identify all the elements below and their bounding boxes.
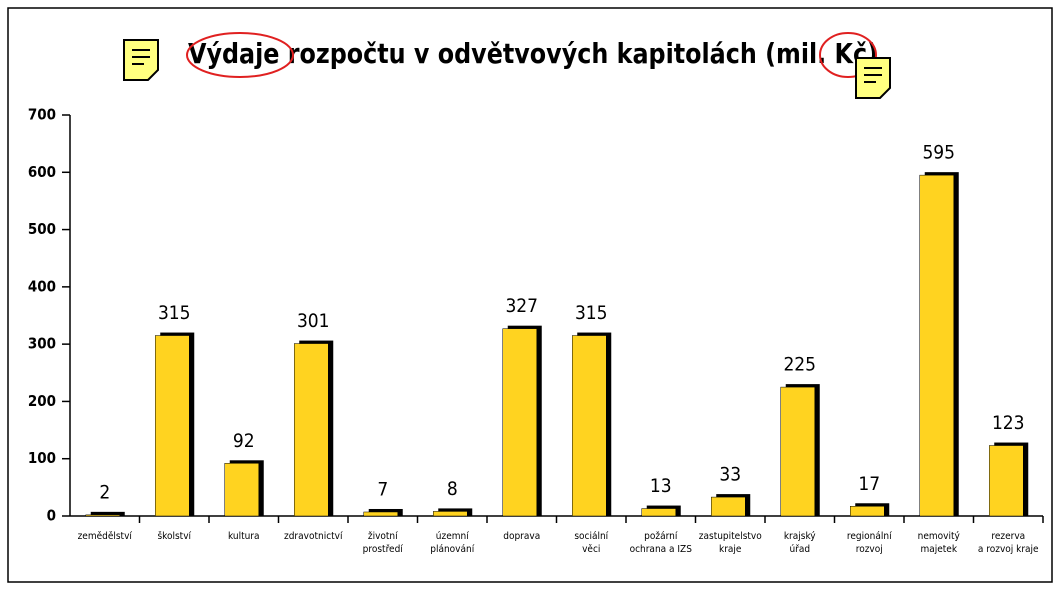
y-tick-label: 200	[28, 392, 56, 410]
x-tick-label: územní plánování	[430, 530, 474, 555]
value-label: 327	[505, 295, 538, 317]
y-tick-label: 600	[28, 163, 56, 181]
bar	[294, 343, 329, 517]
bar	[711, 496, 746, 517]
value-label: 17	[858, 473, 880, 495]
bar	[224, 463, 259, 517]
frame	[7, 7, 1053, 583]
value-label: 301	[297, 310, 330, 332]
bar	[989, 445, 1024, 517]
value-label: 13	[650, 475, 672, 497]
x-tick-label: životní prostředí	[363, 530, 404, 555]
x-tick-label: zastupitelstvo kraje	[699, 531, 762, 555]
highlight	[819, 32, 877, 78]
x-tick-label: rezerva a rozvoj kraje	[978, 531, 1039, 555]
bar-shadow	[90, 511, 125, 516]
value-label: 123	[992, 412, 1025, 434]
x-tick-label: kultura	[228, 531, 260, 542]
x-tick-label: zemědělství	[78, 530, 133, 542]
x-tick-label: regionální rozvoj	[847, 530, 892, 555]
x-tick-label: doprava	[503, 531, 540, 542]
bar	[433, 511, 468, 517]
bar	[850, 506, 885, 517]
y-tick-label: 400	[28, 277, 56, 295]
y-tick-label: 500	[28, 220, 56, 238]
note-icon	[855, 57, 891, 99]
y-tick-label: 300	[28, 335, 56, 353]
value-label: 8	[447, 478, 458, 500]
x-tick-label: školství	[157, 530, 191, 542]
value-label: 595	[922, 142, 955, 164]
highlight	[186, 32, 294, 78]
value-label: 2	[99, 481, 110, 503]
y-tick-label: 0	[47, 507, 56, 525]
x-tick-label: zdravotnictví	[284, 530, 343, 542]
bar	[502, 328, 537, 517]
value-label: 92	[233, 430, 255, 452]
x-tick-label: nemovitý majetek	[918, 530, 961, 555]
value-label: 225	[783, 354, 816, 376]
y-tick-label: 100	[28, 449, 56, 467]
value-label: 33	[719, 464, 741, 486]
bar	[572, 335, 607, 517]
x-tick-label: požární ochrana a IZS	[630, 530, 693, 555]
bar	[919, 174, 954, 517]
note-icon	[123, 39, 159, 81]
x-tick-label: krajský úřad	[784, 530, 816, 555]
x-tick-label: sociální věci	[574, 530, 608, 555]
bar	[641, 508, 676, 517]
value-label: 315	[575, 302, 608, 324]
bar	[155, 335, 190, 517]
bar	[363, 511, 398, 517]
value-label: 7	[377, 478, 388, 500]
y-tick-label: 700	[28, 106, 56, 124]
bar	[85, 514, 120, 517]
chart-title: Výdaje rozpočtu v odvětvových kapitolách…	[188, 37, 878, 70]
bar	[780, 386, 815, 517]
value-label: 315	[158, 302, 191, 324]
